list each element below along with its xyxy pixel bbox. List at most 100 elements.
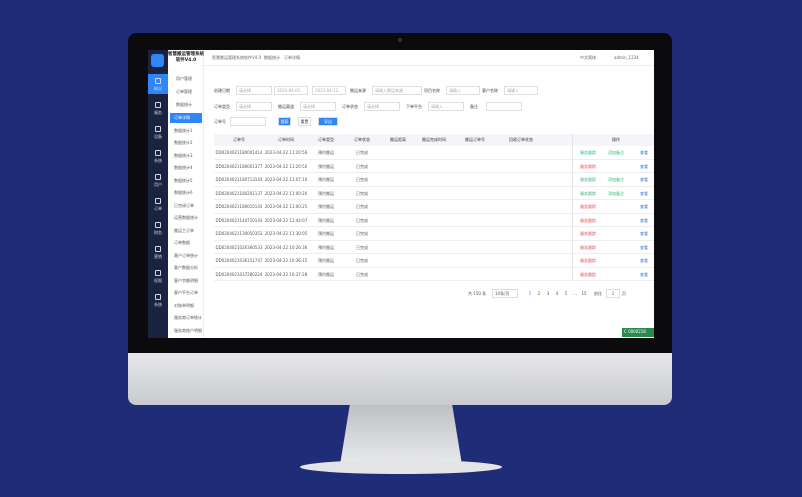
action-link[interactable]: 查看 <box>640 163 648 169</box>
action-link[interactable]: 服务跟踪 <box>580 217 596 223</box>
filter-input[interactable]: 2023-04-22 <box>312 86 346 95</box>
nav-label: 服务 <box>154 110 162 115</box>
menu-item[interactable]: 数据统计3 <box>174 152 193 158</box>
page-unit: 页 <box>622 291 626 296</box>
action-link[interactable]: 查看 <box>640 244 648 250</box>
menu-item[interactable]: 订单详情 <box>170 113 202 123</box>
filter-input[interactable]: 请选择 <box>300 102 336 111</box>
menu-item[interactable]: 客户余额明细 <box>174 277 198 283</box>
page-number[interactable]: 1 <box>528 291 532 296</box>
action-link[interactable]: 服务跟踪 <box>580 271 596 277</box>
nav-label: 设备 <box>154 134 162 139</box>
menu-item[interactable]: 数据统计1 <box>174 127 193 133</box>
filter-input[interactable]: 请选择 <box>236 86 272 95</box>
nav-icon[interactable] <box>148 74 168 94</box>
cell: DD0204021180001414 <box>215 150 263 155</box>
row-border <box>214 280 654 281</box>
button[interactable]: 导出 <box>318 117 338 126</box>
row-border <box>214 266 654 268</box>
row-border <box>214 212 654 214</box>
menu-item[interactable]: 客户订单统计 <box>174 252 198 258</box>
breadcrumb[interactable]: 数据统计 <box>264 55 280 60</box>
breadcrumb[interactable]: 订单详情 <box>284 55 300 60</box>
column-header: 订单类型 <box>318 137 334 142</box>
menu-item[interactable]: 客户数据分析 <box>174 265 198 270</box>
cell: 预约搬运 <box>318 177 334 182</box>
menu-item[interactable]: 数据统计6 <box>174 190 193 195</box>
filter-input[interactable]: 请输入 <box>446 86 480 95</box>
menu-item[interactable]: 数据统计 <box>176 102 192 107</box>
menu-item[interactable]: 订单管理 <box>176 89 192 94</box>
button[interactable]: 搜索 <box>278 117 291 126</box>
action-link[interactable]: 服务跟踪 <box>580 258 596 263</box>
cell: 预约搬运 <box>318 244 334 250</box>
filter-input[interactable] <box>486 102 522 111</box>
filter-input[interactable]: 请输入 <box>428 102 464 111</box>
action-link[interactable]: 查看 <box>640 190 648 196</box>
action-link[interactable]: 查看 <box>640 258 648 263</box>
filter-label: 订单类型 <box>214 104 230 109</box>
filter-input[interactable] <box>230 117 266 126</box>
menu-item[interactable]: 已完成订单 <box>174 202 194 208</box>
action-link[interactable]: 服务跟踪 <box>580 244 596 250</box>
filter-input[interactable]: 2023-04-01 <box>274 86 308 95</box>
nav-label: 概况 <box>154 86 162 91</box>
filter-input[interactable]: 请输入搬运来源 <box>372 86 422 95</box>
breadcrumb[interactable]: 智慧搬运管理系统软件V4.0 <box>212 55 262 60</box>
page-input[interactable]: 1 <box>606 289 620 298</box>
header-right[interactable]: 中文简体 <box>580 55 596 60</box>
action-link[interactable]: 查看 <box>640 271 648 277</box>
menu-item[interactable]: 用户管理 <box>176 76 192 81</box>
badge: C 0000216 <box>622 328 654 337</box>
page-size[interactable]: 10条/页 <box>492 289 518 298</box>
filter-label: 客户名称 <box>482 88 498 93</box>
action-link[interactable]: 添加备注 <box>608 177 624 182</box>
page-number[interactable]: 15 <box>581 291 587 296</box>
action-link[interactable]: 查看 <box>640 217 648 223</box>
menu-item[interactable]: 数据统计4 <box>174 165 193 170</box>
menu-item[interactable]: 搬运工订单 <box>174 227 194 233</box>
action-link[interactable]: 服务跟踪 <box>580 204 596 209</box>
menu-item[interactable]: 服务商账户明细 <box>174 327 202 333</box>
menu-item[interactable]: 订单数据 <box>174 240 190 245</box>
filter-input[interactable]: 请输入 <box>504 86 538 95</box>
cell: 已完成 <box>356 190 368 196</box>
filter-input[interactable]: 请选择 <box>236 102 272 111</box>
cell: 2023-04-22 11:30:05 <box>264 231 308 236</box>
nav-glyph <box>155 294 161 300</box>
action-link[interactable]: 添加备注 <box>608 150 624 155</box>
action-link[interactable]: 查看 <box>640 150 648 155</box>
page-number[interactable]: 4 <box>555 291 559 296</box>
cell: DD0204021180201137 <box>215 190 263 196</box>
action-link[interactable]: 查看 <box>640 177 648 182</box>
filter-label: 创建日期 <box>214 88 230 93</box>
nav-glyph <box>155 174 161 180</box>
menu-item[interactable]: 数据统计2 <box>174 140 193 145</box>
filter-label: 订单号 <box>214 119 226 124</box>
action-link[interactable]: 查看 <box>640 231 648 236</box>
action-link[interactable]: 服务跟踪 <box>580 190 596 196</box>
menu-item[interactable]: 客户平台订单 <box>174 290 198 295</box>
page-number[interactable]: 3 <box>546 291 550 296</box>
menu-item[interactable]: 对账单明细 <box>174 302 194 308</box>
action-link[interactable]: 添加备注 <box>608 190 624 196</box>
nav-glyph <box>155 246 161 252</box>
header-right[interactable]: admin_1234 <box>614 55 639 60</box>
action-link[interactable]: 服务跟踪 <box>580 177 596 182</box>
filter-input[interactable]: 请选择 <box>364 102 400 111</box>
action-link[interactable]: 服务跟踪 <box>580 150 596 155</box>
cell: DD0204021026360533 <box>215 244 263 250</box>
page-number[interactable]: ... <box>573 291 577 296</box>
action-link[interactable]: 服务跟踪 <box>580 163 596 169</box>
page-number[interactable]: 5 <box>564 291 568 296</box>
nav-glyph <box>155 198 161 204</box>
cell: 已完成 <box>356 177 368 182</box>
menu-item[interactable]: 运营数据统计 <box>174 215 198 220</box>
menu-item[interactable]: 服务商订单统计 <box>174 315 202 320</box>
page-number[interactable]: 2 <box>537 291 541 296</box>
action-link[interactable]: 查看 <box>640 204 648 209</box>
menu-item[interactable]: 数据统计5 <box>174 177 193 183</box>
button[interactable]: 重置 <box>298 117 311 126</box>
table-header <box>214 134 654 146</box>
action-link[interactable]: 服务跟踪 <box>580 231 596 236</box>
